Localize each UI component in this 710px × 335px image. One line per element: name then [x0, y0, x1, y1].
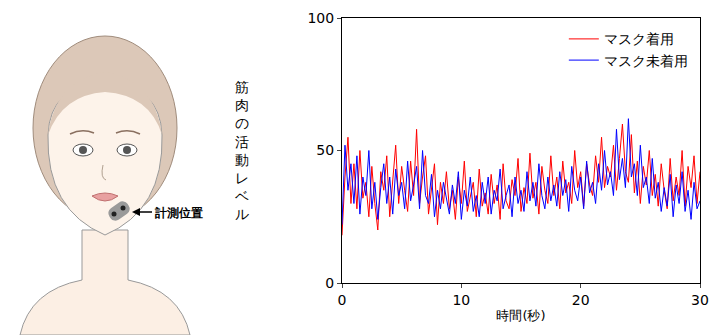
- svg-text:0: 0: [338, 292, 347, 308]
- svg-text:筋肉の活動レベル: 筋肉の活動レベル: [235, 79, 249, 222]
- svg-text:50: 50: [316, 142, 334, 158]
- svg-text:時間(秒): 時間(秒): [496, 308, 545, 323]
- svg-text:0: 0: [325, 275, 334, 291]
- svg-text:10: 10: [452, 292, 470, 308]
- svg-text:30: 30: [691, 292, 709, 308]
- svg-text:マスク未着用: マスク未着用: [604, 53, 688, 69]
- svg-text:20: 20: [572, 292, 590, 308]
- svg-text:マスク着用: マスク着用: [604, 31, 674, 47]
- svg-text:100: 100: [307, 10, 334, 26]
- svg-text:計測位置: 計測位置: [154, 206, 203, 220]
